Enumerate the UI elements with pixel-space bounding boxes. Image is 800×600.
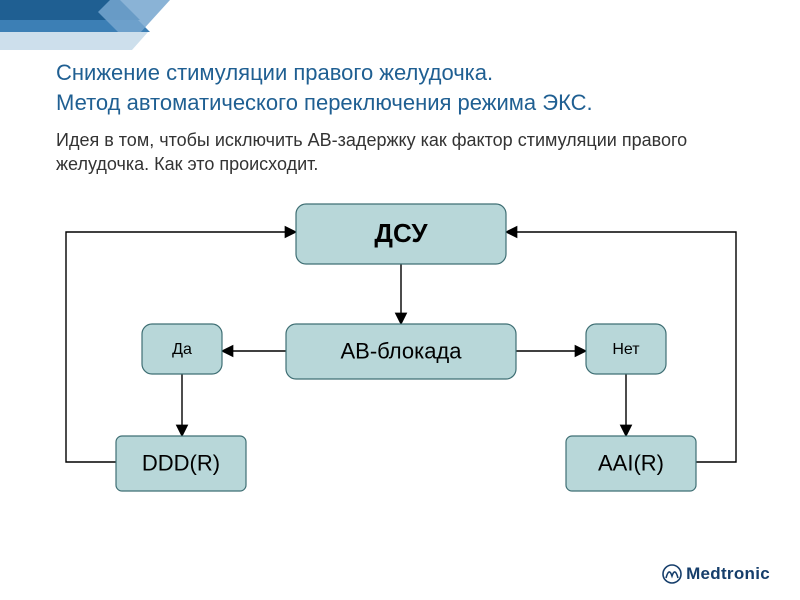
flowchart: ДСУ АВ-блокада Да Нет DDD(R) AAI(R) [56,196,744,536]
title-line-2: Метод автоматического переключения режим… [56,90,593,115]
flow-node-label: AAI(R) [598,450,664,475]
logo-text: Medtronic [686,564,770,584]
flow-node-label: АВ-блокада [340,338,462,363]
corner-decoration [0,0,200,60]
flow-node-label: Нет [612,341,640,358]
logo-icon [662,564,682,584]
flow-node-avb: АВ-блокада [286,324,516,379]
flow-node-dsu: ДСУ [296,204,506,264]
flow-node-ddd: DDD(R) [116,436,246,491]
flow-node-yes: Да [142,324,222,374]
slide-subtitle: Идея в том, чтобы исключить АВ-задержку … [56,128,740,177]
flow-node-label: ДСУ [374,218,428,248]
title-line-1: Снижение стимуляции правого желудочка. [56,60,493,85]
flow-node-label: Да [172,341,192,358]
medtronic-logo: Medtronic [662,564,770,584]
flow-node-label: DDD(R) [142,450,220,475]
flow-node-no: Нет [586,324,666,374]
flow-node-aai: AAI(R) [566,436,696,491]
slide-title: Снижение стимуляции правого желудочка. М… [56,58,760,117]
